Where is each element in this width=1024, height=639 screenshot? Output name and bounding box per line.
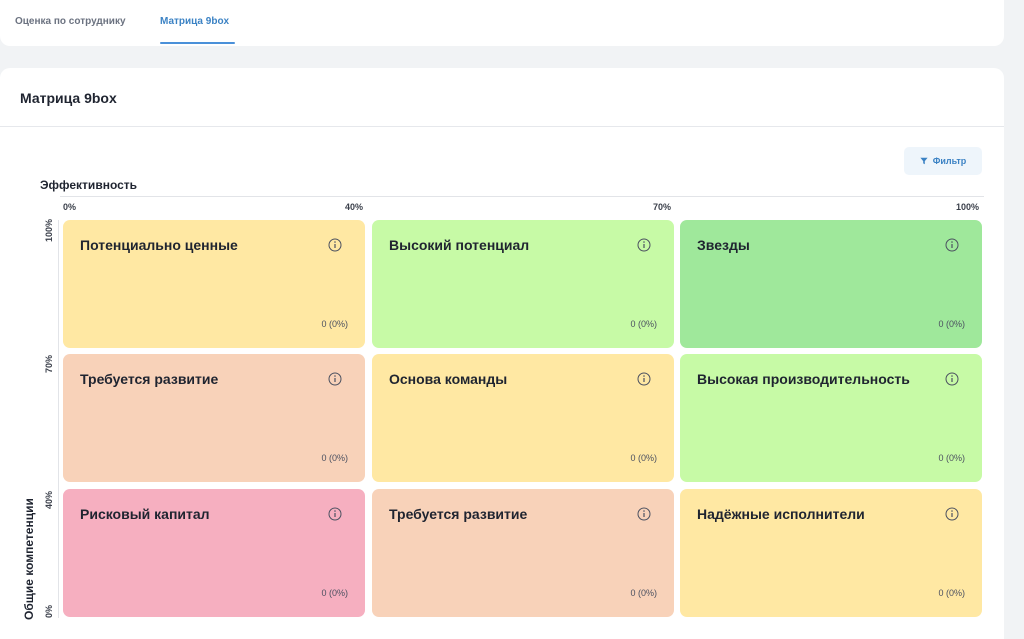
cell-count: 0 (0%): [321, 588, 348, 598]
cell-title: Потенциально ценные: [80, 237, 238, 253]
cell-count: 0 (0%): [321, 453, 348, 463]
cell-title: Надёжные исполнители: [697, 506, 865, 522]
tabs-bar: Оценка по сотруднику Матрица 9box: [0, 0, 1004, 46]
matrix-cell[interactable]: Надёжные исполнители 0 (0%): [680, 489, 982, 617]
tab-employee-assessment[interactable]: Оценка по сотруднику: [15, 16, 126, 27]
matrix-cell[interactable]: Требуется развитие 0 (0%): [372, 489, 674, 617]
info-icon[interactable]: [637, 372, 651, 386]
cell-count: 0 (0%): [630, 319, 657, 329]
cell-title: Высокий потенциал: [389, 237, 530, 253]
matrix-cell[interactable]: Потенциально ценные 0 (0%): [63, 220, 365, 348]
info-icon[interactable]: [637, 238, 651, 252]
y-axis-line: [58, 220, 59, 618]
x-tick-70: 70%: [653, 202, 672, 212]
info-icon[interactable]: [945, 238, 959, 252]
info-icon[interactable]: [945, 372, 959, 386]
x-tick-0: 0%: [63, 202, 77, 212]
info-icon[interactable]: [328, 238, 342, 252]
cell-title: Требуется развитие: [389, 506, 528, 522]
y-tick-100: 100%: [44, 218, 54, 242]
matrix-cell[interactable]: Требуется развитие 0 (0%): [63, 354, 365, 482]
cell-title: Звезды: [697, 237, 750, 253]
filter-icon: [920, 157, 928, 165]
cell-count: 0 (0%): [938, 588, 965, 598]
x-axis-title: Эффективность: [40, 178, 138, 192]
filter-button[interactable]: Фильтр: [904, 147, 982, 175]
matrix-cell[interactable]: Звезды 0 (0%): [680, 220, 982, 348]
matrix-cell[interactable]: Рисковый капитал 0 (0%): [63, 489, 365, 617]
y-tick-40: 40%: [44, 490, 54, 509]
cell-title: Основа команды: [389, 371, 508, 387]
cell-count: 0 (0%): [321, 319, 348, 329]
y-tick-0: 0%: [44, 604, 54, 618]
cell-count: 0 (0%): [630, 453, 657, 463]
x-axis-line: [60, 196, 984, 197]
tab-9box-matrix[interactable]: Матрица 9box: [160, 16, 230, 27]
cell-count: 0 (0%): [630, 588, 657, 598]
matrix-cell[interactable]: Высокий потенциал 0 (0%): [372, 220, 674, 348]
page-title: Матрица 9box: [20, 90, 117, 106]
matrix-card: Матрица 9box Фильтр Эффективность 0% 40%…: [0, 68, 1004, 639]
x-tick-100: 100%: [956, 202, 980, 212]
filter-button-label: Фильтр: [932, 156, 967, 166]
header-divider: [0, 126, 1004, 127]
y-tick-70: 70%: [44, 354, 54, 373]
cell-title: Рисковый капитал: [80, 506, 210, 522]
info-icon[interactable]: [945, 507, 959, 521]
y-axis-title-wrap: Общие компетенции: [22, 486, 38, 620]
cell-count: 0 (0%): [938, 453, 965, 463]
active-tab-indicator: [160, 42, 235, 44]
x-tick-40: 40%: [345, 202, 364, 212]
info-icon[interactable]: [328, 372, 342, 386]
matrix-cell[interactable]: Основа команды 0 (0%): [372, 354, 674, 482]
matrix-cell[interactable]: Высокая производительность 0 (0%): [680, 354, 982, 482]
cell-title: Высокая производительность: [697, 371, 910, 387]
cell-count: 0 (0%): [938, 319, 965, 329]
cell-title: Требуется развитие: [80, 371, 219, 387]
info-icon[interactable]: [637, 507, 651, 521]
info-icon[interactable]: [328, 507, 342, 521]
y-axis-title: Общие компетенции: [22, 498, 36, 620]
